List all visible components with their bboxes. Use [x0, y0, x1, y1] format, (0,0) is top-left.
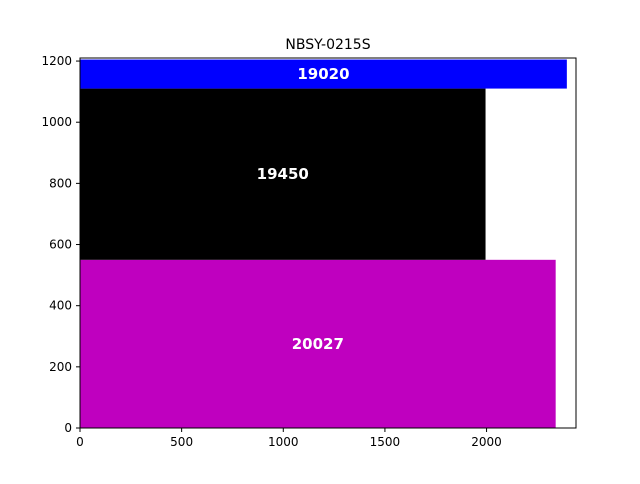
x-tick-label: 2000	[471, 435, 502, 449]
bar-19020	[80, 59, 567, 89]
y-tick-label: 1200	[41, 54, 72, 68]
x-tick-label: 0	[76, 435, 84, 449]
x-tick-label: 1500	[370, 435, 401, 449]
chart-title: NBSY-0215S	[285, 37, 370, 53]
y-tick-label: 0	[64, 421, 72, 435]
x-axis: 0 500 1000 1500 2000	[76, 428, 502, 449]
y-tick-label: 1000	[41, 115, 72, 129]
y-tick-label: 600	[49, 238, 72, 252]
y-tick-label: 400	[49, 299, 72, 313]
bar-label-19020: 19020	[297, 65, 349, 83]
y-axis: 0 200 400 600 800 1000 1200	[41, 54, 80, 435]
plot-frame	[79, 57, 577, 429]
bar-label-19450: 19450	[257, 165, 309, 183]
y-tick-label: 200	[49, 360, 72, 374]
x-tick-label: 1000	[268, 435, 299, 449]
x-tick-label: 500	[170, 435, 193, 449]
bar-19450	[80, 88, 486, 260]
bar-20027	[80, 259, 556, 428]
bar-label-20027: 20027	[292, 335, 344, 353]
bars-layer	[80, 59, 567, 428]
y-tick-label: 800	[49, 176, 72, 190]
bar-labels-layer: 20027 19450 19020	[257, 65, 350, 353]
